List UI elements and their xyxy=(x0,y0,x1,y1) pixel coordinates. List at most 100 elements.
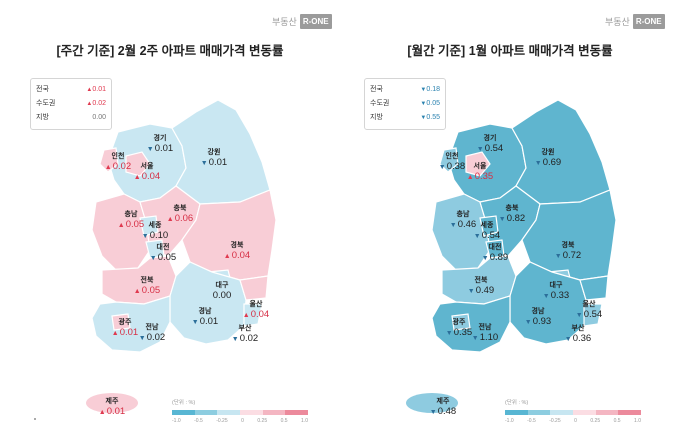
down-arrow-icon: ▼ xyxy=(420,115,427,121)
up-arrow-icon: ▲ xyxy=(223,253,231,260)
region-label-jeju: 제주 ▲0.01 xyxy=(99,397,125,418)
legend-tick: -0.5 xyxy=(194,418,203,424)
legend-tick: 1.0 xyxy=(634,418,641,424)
region-name: 충남 xyxy=(456,211,470,218)
region-value: ▼0.01 xyxy=(200,157,228,168)
region-gwangju-shape xyxy=(451,313,471,331)
down-arrow-icon: ▼ xyxy=(191,319,199,326)
region-value: ▼0.05 xyxy=(149,252,177,263)
corner-mark xyxy=(34,418,36,420)
legend-swatch xyxy=(550,410,574,415)
up-arrow-icon: ▲ xyxy=(133,174,141,181)
region-name: 충남 xyxy=(124,211,138,218)
region-name: 제주 xyxy=(436,398,450,405)
region-value: ▼0.35 xyxy=(445,327,473,338)
legend-tick: -1.0 xyxy=(172,418,181,424)
legend-color-bar xyxy=(505,410,642,415)
up-arrow-icon: ▲ xyxy=(86,87,93,93)
region-value: ▼0.54 xyxy=(473,230,501,241)
legend-swatch xyxy=(618,410,642,415)
legend-swatch xyxy=(217,410,241,415)
summary-row: 전국 ▲0.01 xyxy=(36,83,106,97)
summary-row: 수도권 ▼0.05 xyxy=(370,97,440,111)
up-arrow-icon: ▲ xyxy=(133,288,141,295)
region-jeju-shape xyxy=(86,393,138,413)
region-value: ▼0.36 xyxy=(564,333,592,344)
summary-region-name: 전국 xyxy=(370,86,383,93)
brand-logo-text: 부동산 xyxy=(272,17,297,27)
region-label-chungnam: 충남 ▼0.46 xyxy=(450,210,476,231)
region-label-incheon: 인천 ▲0.02 xyxy=(105,152,131,173)
region-label-gangwon: 강원 ▼0.01 xyxy=(201,148,227,169)
region-busan-shape xyxy=(243,303,263,327)
region-label-chungbuk: 충북 ▲0.06 xyxy=(167,204,193,225)
region-jeonnam-shape xyxy=(431,295,511,353)
legend-swatch xyxy=(573,410,596,415)
region-label-jeonnam: 전남 ▼0.02 xyxy=(139,323,165,344)
region-label-gyeongnam: 경남 ▼0.01 xyxy=(192,307,218,328)
summary-region-name: 수도권 xyxy=(370,100,390,107)
region-label-busan: 부산 ▼0.02 xyxy=(232,324,258,345)
legend-tick: 0.5 xyxy=(280,418,288,424)
region-value: ▼0.33 xyxy=(542,290,570,301)
brand-logo-mark: R-ONE xyxy=(299,14,332,29)
region-name: 부산 xyxy=(238,325,252,332)
up-arrow-icon: ▲ xyxy=(86,101,93,107)
down-arrow-icon: ▼ xyxy=(445,330,453,337)
region-name: 부산 xyxy=(571,325,585,332)
region-value: ▼0.82 xyxy=(498,213,526,224)
region-value: ▲0.02 xyxy=(104,161,132,172)
legend-swatch xyxy=(240,410,263,415)
legend-tick: -0.5 xyxy=(527,418,536,424)
region-chungnam-shape xyxy=(91,193,151,271)
region-name: 전남 xyxy=(478,324,492,331)
legend-color-bar xyxy=(172,410,309,415)
region-label-gyeongnam: 경남 ▼0.93 xyxy=(525,307,551,328)
summary-value: ▼0.18 xyxy=(420,86,440,93)
region-name: 울산 xyxy=(249,301,263,308)
region-label-daejeon: 대전 ▼0.05 xyxy=(150,243,176,264)
legend-ticks: -1.0 -0.5 -0.25 0 0.25 0.5 1.0 xyxy=(505,418,641,424)
region-name: 충북 xyxy=(173,205,187,212)
down-arrow-icon: ▼ xyxy=(481,255,489,262)
summary-row: 수도권 ▲0.02 xyxy=(36,97,106,111)
legend-tick: -0.25 xyxy=(216,418,228,424)
region-name: 경북 xyxy=(561,242,575,249)
region-value: ▲0.04 xyxy=(133,171,161,182)
legend-tick: 0 xyxy=(241,418,244,424)
region-name: 광주 xyxy=(118,319,132,326)
summary-region-name: 수도권 xyxy=(36,100,56,107)
region-label-chungnam: 충남 ▲0.05 xyxy=(118,210,144,231)
region-name: 대구 xyxy=(215,282,229,289)
region-incheon-shape xyxy=(99,147,119,173)
down-arrow-icon: ▼ xyxy=(471,335,479,342)
down-arrow-icon: ▼ xyxy=(564,336,572,343)
monthly-map xyxy=(406,99,617,413)
down-arrow-icon: ▼ xyxy=(141,233,149,240)
summary-value: ▼0.05 xyxy=(420,100,440,107)
down-arrow-icon: ▼ xyxy=(449,222,457,229)
region-value: ▼0.02 xyxy=(231,333,259,344)
down-arrow-icon: ▼ xyxy=(476,146,484,153)
legend-tick: -0.25 xyxy=(549,418,561,424)
region-value: ▲0.05 xyxy=(117,219,145,230)
region-value: ▼0.54 xyxy=(476,143,504,154)
region-value: ▼0.54 xyxy=(575,309,603,320)
region-label-ulsan: 울산 ▼0.54 xyxy=(576,300,602,321)
region-value: ▼0.48 xyxy=(429,406,457,417)
region-value: ▼0.01 xyxy=(191,316,219,327)
region-label-daegu: 대구 0.00 xyxy=(213,281,232,301)
legend-tick: -1.0 xyxy=(505,418,514,424)
weekly-map xyxy=(86,99,277,413)
region-label-seoul: 서울 ▲0.04 xyxy=(134,162,160,183)
legend-tick: 0.25 xyxy=(590,418,601,424)
region-value: ▼0.49 xyxy=(467,285,495,296)
region-value: 0.00 xyxy=(212,290,232,301)
region-value: ▼0.02 xyxy=(138,332,166,343)
down-arrow-icon: ▼ xyxy=(524,319,532,326)
summary-region-name: 전국 xyxy=(36,86,49,93)
region-value: ▼0.89 xyxy=(481,252,509,263)
region-value: ▼0.38 xyxy=(438,161,466,172)
region-sejong-shape xyxy=(479,215,499,237)
summary-region-name: 지방 xyxy=(370,114,383,121)
